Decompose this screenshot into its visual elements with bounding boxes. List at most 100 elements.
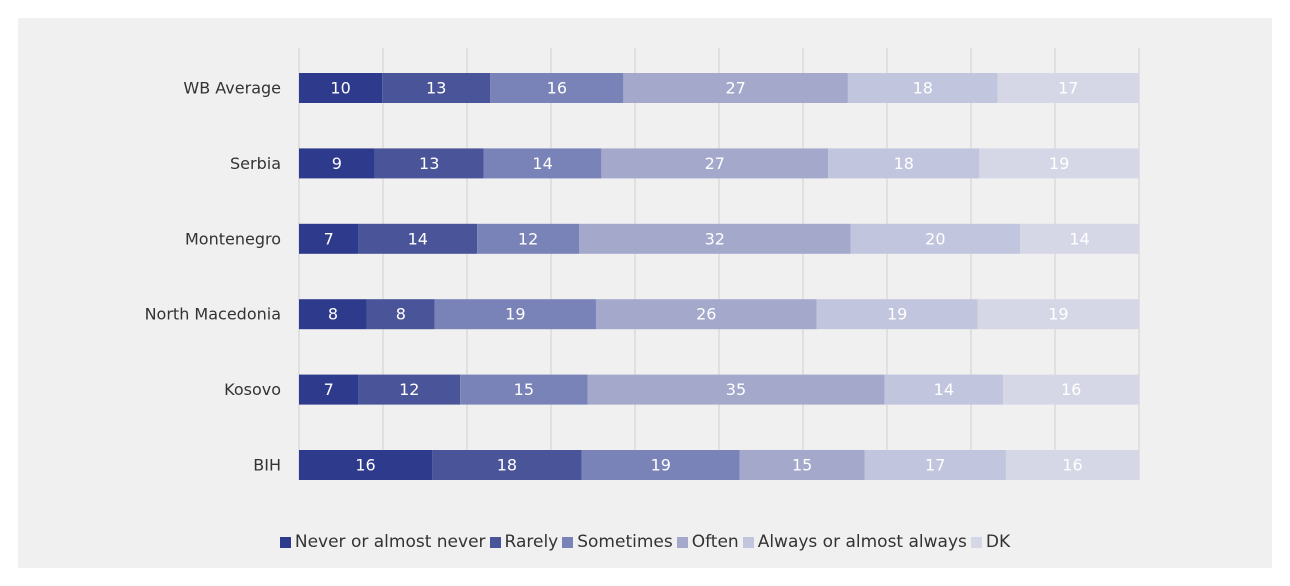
data-label: 27 — [705, 154, 725, 173]
legend-label: DK — [985, 532, 1011, 552]
bars: 10 13 16 27 18 17 9 13 14 27 18 19 7 14 12 32 20 14 8 8 19 26… — [299, 73, 1139, 480]
bar-segment — [366, 299, 435, 330]
data-label: 16 — [355, 456, 375, 475]
legend: Never or almost never Rarely Sometimes Ofte… — [18, 532, 1272, 553]
bar-segment — [374, 148, 484, 179]
data-label: 7 — [324, 229, 334, 248]
bar-segment — [432, 450, 582, 480]
data-label: 17 — [1058, 79, 1078, 98]
legend-item: DK — [970, 532, 1011, 552]
legend-swatch — [676, 536, 688, 548]
data-label: 12 — [518, 229, 538, 248]
legend-swatch — [562, 536, 574, 548]
data-label: 10 — [330, 79, 350, 98]
legend-swatch — [279, 536, 291, 548]
legend-item: Often — [676, 532, 739, 552]
data-label: 18 — [913, 79, 933, 98]
legend-item: Sometimes — [562, 532, 673, 552]
category-label: Kosovo — [224, 380, 281, 399]
bar-segment — [581, 450, 740, 480]
data-label: 14 — [408, 229, 428, 248]
data-label: 16 — [547, 79, 567, 98]
data-label: 17 — [925, 456, 945, 475]
bar-segment — [460, 374, 588, 405]
legend-swatch — [970, 536, 982, 548]
bar-segment — [850, 223, 1021, 254]
chart-panel: 10 13 16 27 18 17 9 13 14 27 18 19 7 14 12 32 20 14 8 8 19 26… — [18, 18, 1272, 568]
bar-segment — [382, 73, 491, 103]
bar-segment — [579, 223, 851, 254]
data-label: 18 — [497, 456, 517, 475]
legend-item: Always or almost always — [742, 532, 967, 552]
category-label: Serbia — [230, 154, 281, 173]
data-label: 16 — [1061, 380, 1081, 399]
bar-segment — [884, 374, 1004, 405]
bar-segment — [601, 148, 829, 179]
bar-segment — [979, 148, 1139, 179]
bar-segment — [490, 73, 624, 103]
legend-item: Never or almost never — [279, 532, 486, 552]
bar-segment — [299, 148, 375, 179]
gridlines — [298, 48, 1140, 480]
category-label: WB Average — [183, 79, 281, 98]
data-label: 18 — [894, 154, 914, 173]
legend-label: Never or almost never — [294, 532, 486, 552]
bar-segment — [847, 73, 998, 103]
bar-segment — [299, 223, 359, 254]
bar-segment — [299, 73, 383, 103]
bar-segment — [595, 299, 817, 330]
bar-segment — [1003, 374, 1139, 405]
data-label: 26 — [696, 305, 716, 324]
data-label: 8 — [396, 305, 406, 324]
legend-swatch — [742, 536, 754, 548]
data-label: 9 — [332, 154, 342, 173]
legend-swatch — [489, 536, 501, 548]
data-label: 12 — [399, 380, 419, 399]
bar-segment — [483, 148, 602, 179]
legend-label: Always or almost always — [757, 532, 967, 552]
bar-segment — [587, 374, 885, 405]
bar-segment — [977, 299, 1139, 330]
data-label: 19 — [505, 305, 525, 324]
bar-segment — [623, 73, 848, 103]
data-label: 13 — [426, 79, 446, 98]
data-label: 13 — [419, 154, 439, 173]
bar-segment — [1020, 223, 1139, 254]
legend-item: Rarely — [489, 532, 559, 552]
data-label: 20 — [925, 229, 945, 248]
data-label: 15 — [792, 456, 812, 475]
legend-label: Often — [691, 532, 739, 552]
data-label: 14 — [934, 380, 954, 399]
bar-segment — [299, 299, 367, 330]
data-label: 19 — [887, 305, 907, 324]
category-label: BIH — [253, 456, 281, 475]
bar-segment — [434, 299, 596, 330]
data-label: 19 — [1048, 305, 1068, 324]
legend-label: Sometimes — [577, 532, 673, 552]
data-label: 16 — [1062, 456, 1082, 475]
bar-segment — [828, 148, 980, 179]
data-label: 19 — [1049, 154, 1069, 173]
stacked-bar-chart: 10 13 16 27 18 17 9 13 14 27 18 19 7 14 12 32 20 14 8 8 19 26… — [145, 48, 1140, 480]
data-label: 35 — [726, 380, 746, 399]
bar-segment — [477, 223, 579, 254]
category-labels: WB Average Serbia Montenegro North Macedoni… — [145, 79, 281, 475]
legend-label: Rarely — [504, 532, 559, 552]
bar-segment — [864, 450, 1006, 480]
bar-segment — [358, 223, 478, 254]
bar-segment — [816, 299, 978, 330]
category-label: North Macedonia — [145, 305, 281, 324]
data-label: 7 — [324, 380, 334, 399]
bar-segment — [299, 450, 433, 480]
bar-segment — [997, 73, 1139, 103]
data-label: 32 — [705, 229, 725, 248]
data-label: 14 — [532, 154, 552, 173]
data-label: 14 — [1069, 229, 1089, 248]
data-label: 27 — [725, 79, 745, 98]
category-label: Montenegro — [185, 229, 281, 248]
bar-segment — [739, 450, 865, 480]
bar-segment — [299, 374, 359, 405]
data-label: 19 — [651, 456, 671, 475]
bar-segment — [358, 374, 461, 405]
data-label: 8 — [328, 305, 338, 324]
